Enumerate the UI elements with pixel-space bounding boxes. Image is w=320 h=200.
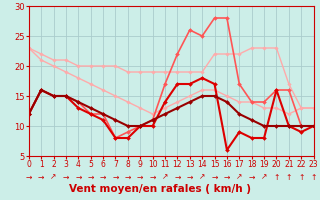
Text: ↑: ↑ (273, 172, 280, 182)
Text: →: → (137, 172, 143, 182)
Text: →: → (63, 172, 69, 182)
Text: →: → (38, 172, 44, 182)
Text: →: → (112, 172, 119, 182)
Text: Vent moyen/en rafales ( km/h ): Vent moyen/en rafales ( km/h ) (69, 184, 251, 194)
Text: ↑: ↑ (298, 172, 304, 182)
Text: →: → (100, 172, 106, 182)
Text: →: → (149, 172, 156, 182)
Text: ↗: ↗ (199, 172, 205, 182)
Text: →: → (211, 172, 218, 182)
Text: →: → (249, 172, 255, 182)
Text: →: → (224, 172, 230, 182)
Text: →: → (187, 172, 193, 182)
Text: ↗: ↗ (162, 172, 168, 182)
Text: →: → (75, 172, 82, 182)
Text: ↗: ↗ (236, 172, 243, 182)
Text: ↑: ↑ (286, 172, 292, 182)
Text: ↗: ↗ (261, 172, 267, 182)
Text: →: → (26, 172, 32, 182)
Text: →: → (174, 172, 180, 182)
Text: →: → (88, 172, 94, 182)
Text: ↑: ↑ (310, 172, 317, 182)
Text: →: → (125, 172, 131, 182)
Text: ↗: ↗ (50, 172, 57, 182)
